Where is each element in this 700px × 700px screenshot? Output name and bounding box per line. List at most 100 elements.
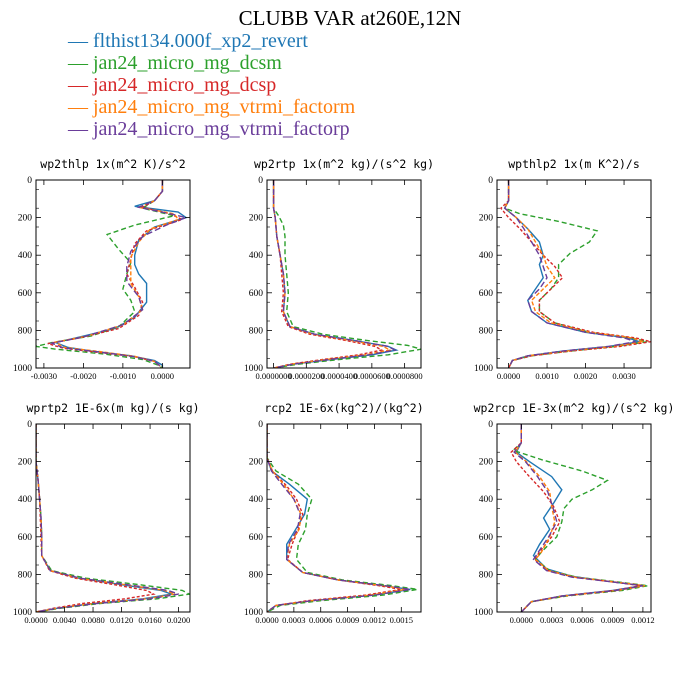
x-tick-label: 0.0006 [309, 615, 332, 625]
x-tick-label: 0.0006 [570, 615, 593, 625]
chart-title: rcp2 1E-6x(kg^2)/(kg^2) [264, 401, 423, 415]
series-group [272, 180, 421, 368]
series-line [503, 180, 636, 368]
chart-title: wp2rcp 1E-3x(m^2 kg)/(s^2 kg) [474, 401, 675, 415]
x-tick-label: 0.0003 [282, 615, 305, 625]
series-line [514, 424, 646, 612]
x-tick-label: 0.0000800 [387, 371, 423, 381]
y-tick-label: 0 [27, 420, 32, 430]
chart-panel: wp2thlp 1x(m^2 K)/s^202004006008001000-0… [13, 157, 191, 381]
y-tick-label: 200 [479, 458, 494, 468]
y-tick-label: 1000 [13, 608, 32, 618]
y-tick-label: 200 [249, 214, 264, 224]
y-tick-label: 800 [249, 326, 264, 336]
chart-panel: wprtp2 1E-6x(m kg)/(s kg) 0 200 400 600 800 10… [13, 401, 200, 625]
plot-frame [35, 179, 191, 369]
series-line [272, 180, 397, 368]
x-tick-label: 0.0200 [167, 615, 190, 625]
y-tick-label: 1000 [244, 608, 263, 618]
series-line [503, 180, 640, 368]
series-group [36, 180, 189, 368]
series-line [267, 424, 411, 612]
series-line [511, 424, 649, 612]
series-line [53, 180, 180, 368]
legend-dash: — [68, 96, 93, 118]
x-tick-label: 0.0012 [631, 615, 654, 625]
y-tick-label: 1000 [13, 364, 32, 374]
legend-label: flthist134.000f_xp2_revert [93, 30, 308, 52]
y-tick-label: 0 [258, 420, 263, 430]
y-tick-label: 1000 [244, 364, 263, 374]
legend-dash: — [68, 118, 93, 140]
chart-title: wp2thlp 1x(m^2 K)/s^2 [40, 157, 185, 171]
series-group [267, 424, 418, 612]
y-tick-label: 600 [479, 289, 494, 299]
chart-panel: wpthlp2 1x(m K^2)/s 0 200 400 600 800 1000 0.00… [474, 157, 652, 381]
x-tick-label: -0.0030 [31, 371, 57, 381]
x-tick-label: 0.0030 [612, 371, 635, 381]
series-line [267, 424, 418, 612]
series-line [36, 424, 179, 612]
y-tick-label: 0 [27, 176, 32, 186]
legend-label: jan24_micro_mg_vtrmi_factorp [93, 118, 350, 140]
x-tick-label: 0.0000 [24, 615, 47, 625]
x-tick-label: 0.0040 [53, 615, 76, 625]
legend-item: — flthist134.000f_xp2_revert [68, 30, 308, 52]
series-line [272, 180, 421, 368]
x-tick-label: 0.0000 [497, 371, 520, 381]
y-tick-label: 0 [258, 176, 263, 186]
x-tick-label: 0.0000200 [288, 371, 324, 381]
x-tick-label: 0.0000600 [354, 371, 390, 381]
y-tick-label: 200 [479, 214, 494, 224]
series-line [272, 180, 392, 368]
x-tick-label: 0.0080 [81, 615, 104, 625]
y-tick-label: 400 [249, 251, 264, 261]
series-line [267, 424, 406, 612]
x-tick-label: 0.0160 [138, 615, 161, 625]
legend-item: — jan24_micro_mg_dcsp [68, 74, 276, 96]
plot-frame [496, 423, 652, 613]
y-tick-label: 400 [479, 251, 494, 261]
legend-label: jan24_micro_mg_dcsm [93, 52, 282, 74]
y-tick-label: 400 [18, 251, 33, 261]
series-line [49, 180, 189, 368]
x-tick-label: -0.0010 [110, 371, 136, 381]
plot-frame [496, 179, 652, 369]
x-tick-label: 0.0009 [336, 615, 359, 625]
series-line [267, 424, 411, 612]
series-line [36, 180, 175, 368]
series-line [272, 180, 399, 368]
x-tick-label: 0.0000 [510, 615, 533, 625]
legend-dash: — [68, 52, 93, 74]
x-tick-label: 0.0000 [255, 615, 278, 625]
y-tick-label: 800 [18, 570, 33, 580]
chart-panel: wp2rtp 1x(m^2 kg)/(s^2 kg) 0 200 400 600 800 1… [244, 157, 434, 381]
y-tick-label: 600 [249, 289, 264, 299]
y-tick-label: 600 [249, 533, 264, 543]
y-tick-label: 400 [18, 495, 33, 505]
series-group [510, 424, 649, 612]
x-tick-label: 0.0000 [151, 371, 174, 381]
legend-item: — jan24_micro_mg_vtrmi_factorm [68, 96, 355, 118]
legend-dash: — [68, 30, 93, 52]
y-tick-label: 0 [488, 420, 493, 430]
series-line [53, 180, 188, 368]
chart-panel: rcp2 1E-6x(kg^2)/(kg^2)0 200 400 600 800 1000… [244, 401, 424, 625]
x-tick-label: 0.0020 [574, 371, 597, 381]
y-tick-label: 600 [479, 533, 494, 543]
series-line [503, 180, 648, 368]
y-tick-label: 200 [18, 458, 33, 468]
legend-item: — jan24_micro_mg_vtrmi_factorp [68, 118, 350, 140]
x-tick-label: 0.0012 [363, 615, 386, 625]
x-tick-label: 0.0000000 [255, 371, 291, 381]
x-tick-label: 0.0010 [535, 371, 558, 381]
x-tick-label: 0.0000400 [321, 371, 357, 381]
chart-panel: wp2rcp 1E-3x(m^2 kg)/(s^2 kg) 0 200 400 600 8… [474, 401, 675, 625]
plot-frame [266, 423, 422, 613]
plot-frame [266, 179, 422, 369]
series-group [499, 180, 651, 368]
y-tick-label: 800 [18, 326, 33, 336]
chart-title: wprtp2 1E-6x(m kg)/(s kg) [26, 401, 199, 415]
series-line [503, 180, 644, 368]
y-tick-label: 800 [479, 326, 494, 336]
